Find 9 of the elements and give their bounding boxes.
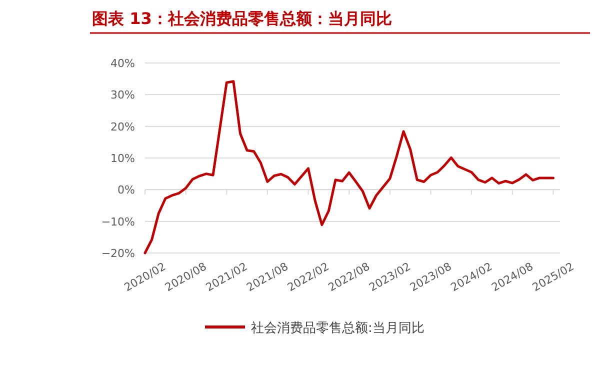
y-tick-label: 30% xyxy=(110,88,135,102)
y-tick-label: 40% xyxy=(110,57,135,70)
legend-label: 社会消费品零售总额:当月同比 xyxy=(251,321,424,336)
y-tick-label: −10% xyxy=(101,215,135,228)
chart-title: 图表 13：社会消费品零售总额：当月同比 xyxy=(92,9,392,28)
y-tick-label: −20% xyxy=(101,247,135,260)
y-tick-label: 20% xyxy=(110,120,135,134)
y-tick-label: 10% xyxy=(110,152,135,165)
y-tick-label: 0% xyxy=(118,184,135,197)
